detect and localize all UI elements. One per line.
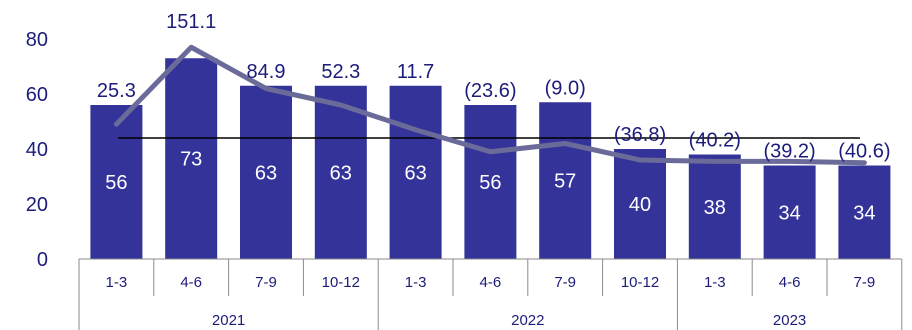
bar-series (90, 58, 891, 259)
bar (240, 85, 292, 259)
x-tick-label: 4-6 (180, 274, 202, 291)
line-labels: 25.3 151.1 84.9 52.3 11.7 (23.6) (9.0) (36.8) (4… (97, 11, 891, 163)
y-axis: 0 20 40 60 80 (26, 29, 48, 271)
bar (464, 105, 517, 259)
y-tick-label: 40 (26, 139, 48, 161)
line-data-label: (39.2) (763, 141, 815, 163)
bar (90, 105, 143, 259)
bar (314, 85, 367, 259)
bar (763, 165, 816, 259)
y-tick-label: 20 (26, 194, 48, 216)
line-data-label: 52.3 (321, 61, 360, 83)
bar-data-label: 73 (180, 149, 202, 171)
bar-data-label: 63 (404, 162, 426, 184)
x-axis: 1-3 4-6 7-9 10-12 1-3 4-6 7-9 10-12 1-3 4-6 7-9 202… (78, 258, 903, 330)
line-data-label: 25.3 (97, 80, 136, 102)
x-tick-label: 4-6 (480, 274, 502, 291)
line-series (113, 44, 867, 166)
x-tick-label: 10-12 (322, 274, 360, 291)
bar-data-label: 34 (853, 202, 875, 224)
x-tick-label: 10-12 (621, 274, 659, 291)
bar-data-label: 63 (330, 162, 352, 184)
x-tick-label: 1-3 (704, 274, 726, 291)
bar (539, 102, 592, 259)
bar (838, 165, 891, 259)
line-data-label: 11.7 (397, 61, 434, 83)
bar-data-label: 56 (479, 172, 501, 194)
x-tick-label: 1-3 (106, 274, 128, 291)
line-data-label: 151.1 (166, 11, 216, 33)
line-data-label: (9.0) (545, 77, 586, 99)
x-tick-label: 4-6 (779, 274, 801, 291)
line-data-label: 84.9 (247, 61, 286, 83)
y-tick-label: 60 (26, 84, 48, 106)
year-label: 2023 (773, 312, 806, 329)
line-data-label: (40.6) (838, 141, 890, 163)
year-label: 2022 (511, 312, 544, 329)
line-data-label: (40.2) (689, 130, 741, 152)
bar-data-label: 57 (554, 171, 576, 193)
x-tick-label: 1-3 (405, 274, 427, 291)
line-data-label: (36.8) (614, 124, 666, 146)
bar-data-label: 56 (105, 172, 127, 194)
bar-data-label: 38 (704, 197, 726, 219)
bar (165, 58, 218, 259)
y-tick-label: 0 (37, 249, 48, 271)
y-tick-label: 80 (26, 29, 48, 51)
x-tick-label: 7-9 (255, 274, 277, 291)
x-tick-label: 7-9 (854, 274, 876, 291)
bar-labels: 56 73 63 63 63 56 57 40 38 34 34 (105, 149, 875, 225)
line-data-label: (23.6) (464, 80, 516, 102)
x-tick-label: 7-9 (554, 274, 576, 291)
bar (688, 154, 741, 259)
bar-data-label: 40 (629, 194, 651, 216)
bar (614, 149, 666, 259)
bar-data-label: 34 (778, 202, 800, 224)
line-path (113, 44, 867, 166)
bar-data-label: 63 (255, 162, 277, 184)
bar (389, 85, 442, 259)
year-label: 2021 (212, 312, 245, 329)
